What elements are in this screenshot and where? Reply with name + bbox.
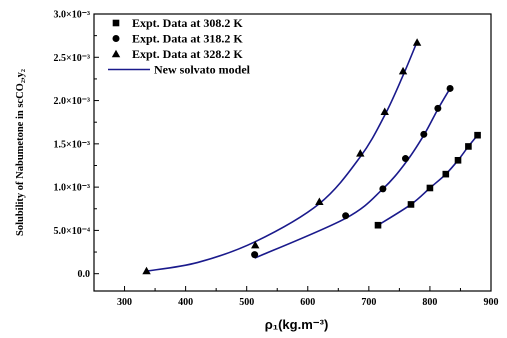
y-tick-label: 0.0 — [78, 269, 91, 280]
square-marker — [112, 19, 120, 27]
model-curve-line — [254, 88, 451, 259]
square-marker — [426, 184, 434, 192]
triangle-marker — [251, 240, 260, 249]
x-tick-label: 600 — [300, 297, 315, 308]
square-marker — [465, 143, 472, 150]
circle-marker — [434, 104, 442, 112]
triangle-marker — [412, 38, 422, 46]
y-tick-label: 1.5×10⁻³ — [54, 139, 90, 150]
legend-label: Expt. Data at 308.2 K — [132, 16, 243, 30]
x-tick-label: 500 — [239, 297, 254, 308]
legend: Expt. Data at 308.2 K Expt. Data at 318.2… — [108, 16, 251, 77]
y-tick-label: 2.0×10⁻³ — [54, 96, 90, 107]
triangle-marker — [315, 197, 324, 206]
triangle-marker — [398, 66, 408, 75]
x-tick-label: 300 — [117, 297, 132, 308]
model-curve-line — [377, 134, 479, 226]
circle-marker — [251, 251, 259, 259]
square-marker — [454, 156, 462, 164]
plot-area-border — [93, 13, 492, 292]
triangle-marker — [380, 107, 389, 116]
x-axis-label: ρ₁(kg.m⁻³) — [265, 317, 329, 332]
circle-marker — [401, 155, 409, 163]
model-curve-line — [146, 41, 418, 272]
x-axis-ticks: 300 400 500 600 700 800 900 — [117, 286, 499, 308]
y-tick-label: 1.0×10⁻³ — [54, 183, 90, 194]
triangle-marker — [356, 149, 365, 157]
circle-marker — [420, 130, 428, 138]
data-points — [142, 38, 481, 275]
square-marker — [474, 131, 481, 139]
square-marker — [442, 170, 450, 178]
plot-frame — [93, 13, 492, 292]
square-marker — [407, 201, 415, 208]
square-marker — [374, 221, 382, 229]
x-tick-label: 700 — [361, 297, 376, 308]
triangle-marker — [142, 266, 151, 275]
legend-label: New solvato model — [154, 63, 251, 77]
circle-marker — [342, 212, 350, 220]
y-tick-label: 2.5×10⁻³ — [54, 53, 90, 64]
circle-marker — [446, 84, 454, 92]
x-tick-label: 900 — [484, 297, 499, 308]
x-tick-label: 800 — [422, 297, 437, 308]
y-tick-label: 5.0×10⁻⁴ — [54, 226, 90, 237]
y-axis-label: Solubility of Nabumetone in scCO₂,y₂ — [15, 69, 26, 236]
legend-label: Expt. Data at 318.2 K — [132, 32, 243, 46]
triangle-marker — [111, 49, 121, 58]
x-tick-label: 400 — [178, 297, 193, 308]
y-tick-label: 3.0×10⁻³ — [54, 10, 90, 21]
legend-label: Expt. Data at 328.2 K — [132, 47, 243, 61]
circle-marker — [379, 185, 387, 193]
circle-marker — [112, 35, 120, 42]
y-axis-ticks: 0.0 5.0×10⁻⁴ 1.0×10⁻³ 1.5×10⁻³ 2.0×10⁻³ 2.5×1… — [54, 10, 99, 280]
